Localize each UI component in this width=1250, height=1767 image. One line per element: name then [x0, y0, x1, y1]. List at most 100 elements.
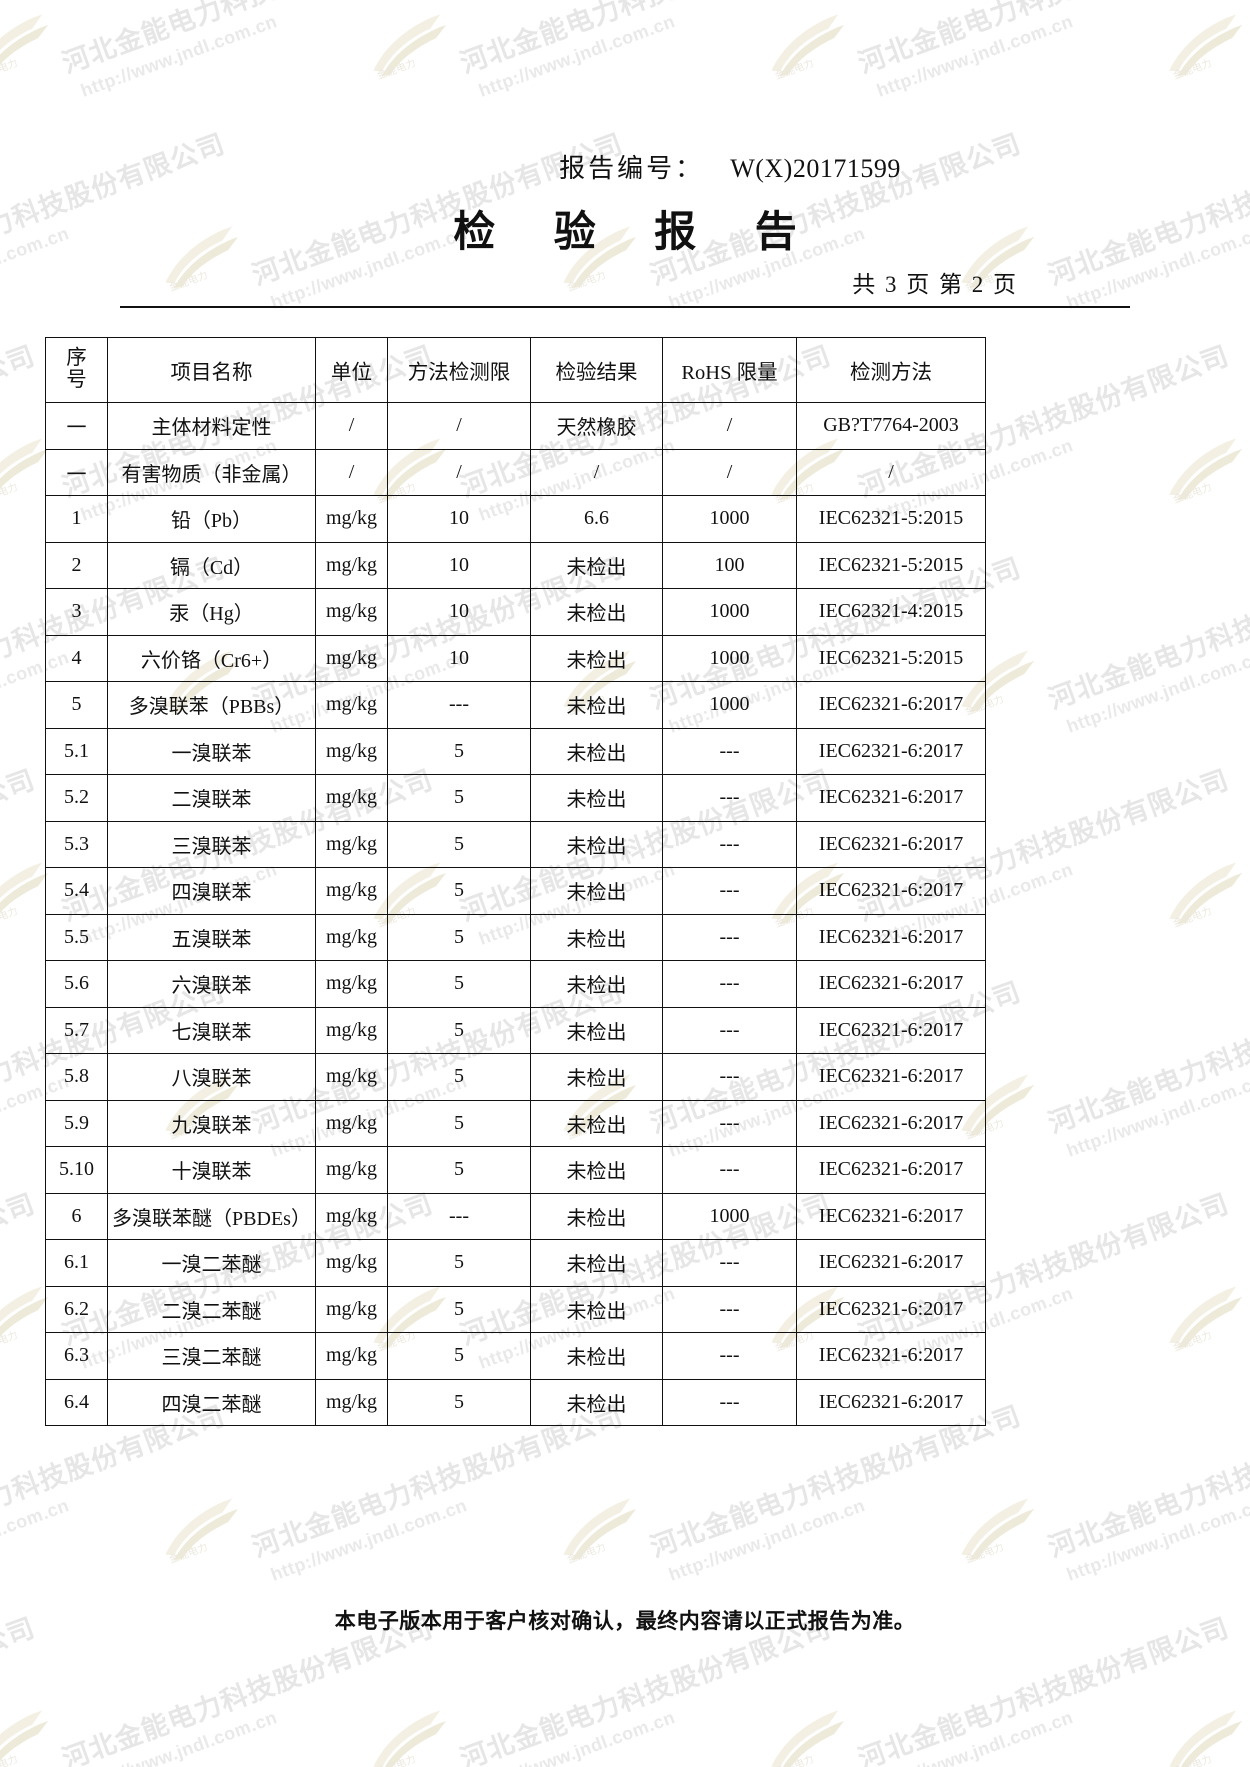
cell-unit: mg/kg	[315, 634, 388, 682]
table-row: 2 镉（Cd） mg/kg 10 未检出 100 IEC62321-5:2015	[45, 541, 986, 589]
report-number-value: W(X)20171599	[730, 154, 901, 183]
cell-result: 未检出	[530, 1006, 663, 1054]
cell-rohs: 1000	[662, 634, 797, 682]
cell-limit: 5	[387, 1099, 531, 1147]
cell-rohs: ---	[662, 1285, 797, 1333]
cell-item: 镉（Cd）	[107, 541, 316, 589]
cell-unit: /	[315, 448, 388, 496]
cell-limit: 5	[387, 1239, 531, 1287]
table-row: 6.1 一溴二苯醚 mg/kg 5 未检出 --- IEC62321-6:2017	[45, 1239, 986, 1287]
cell-limit: 5	[387, 960, 531, 1008]
cell-rohs: ---	[662, 960, 797, 1008]
cell-rohs: ---	[662, 1146, 797, 1194]
cell-method: IEC62321-6:2017	[796, 1099, 986, 1147]
cell-unit: mg/kg	[315, 1053, 388, 1101]
cell-rohs: ---	[662, 913, 797, 961]
table-row: 5.9 九溴联苯 mg/kg 5 未检出 --- IEC62321-6:2017	[45, 1099, 986, 1147]
cell-result: 未检出	[530, 774, 663, 822]
table-row: 5.7 七溴联苯 mg/kg 5 未检出 --- IEC62321-6:2017	[45, 1006, 986, 1054]
table-row: 6 多溴联苯醚（PBDEs） mg/kg --- 未检出 1000 IEC62321-6:2…	[45, 1192, 986, 1240]
cell-method: IEC62321-6:2017	[796, 1192, 986, 1240]
cell-item: 二溴联苯	[107, 774, 316, 822]
cell-method: IEC62321-6:2017	[796, 774, 986, 822]
table-row: 5.6 六溴联苯 mg/kg 5 未检出 --- IEC62321-6:2017	[45, 960, 986, 1008]
cell-item: 主体材料定性	[107, 402, 316, 450]
table-header-row: 序 号 项目名称 单位 方法检测限 检验结果 RoHS 限量 检测方法	[45, 337, 986, 403]
cell-unit: mg/kg	[315, 1146, 388, 1194]
cell-unit: mg/kg	[315, 1099, 388, 1147]
header-divider	[120, 306, 1130, 308]
cell-unit: mg/kg	[315, 820, 388, 868]
cell-limit: /	[387, 402, 531, 450]
table-row: 一主体材料定性 / / 天然橡胶 / GB?T7764-2003	[45, 402, 986, 450]
column-header-no-line1: 序	[66, 347, 87, 370]
cell-result: 未检出	[530, 1192, 663, 1240]
cell-no: 6.1	[45, 1239, 108, 1287]
cell-result: 未检出	[530, 681, 663, 729]
cell-rohs: /	[662, 448, 797, 496]
cell-no: 5.7	[45, 1006, 108, 1054]
cell-method: IEC62321-6:2017	[796, 1285, 986, 1333]
cell-result: 未检出	[530, 867, 663, 915]
cell-rohs: ---	[662, 1378, 797, 1426]
table-row: 一有害物质（非金属） / / / / /	[45, 448, 986, 496]
cell-unit: mg/kg	[315, 1006, 388, 1054]
cell-rohs: ---	[662, 1053, 797, 1101]
cell-unit: mg/kg	[315, 1239, 388, 1287]
cell-limit: 5	[387, 1053, 531, 1101]
table-row: 5.1 一溴联苯 mg/kg 5 未检出 --- IEC62321-6:2017	[45, 727, 986, 775]
page-title: 检 验 报 告	[453, 210, 821, 256]
table-row: 1 铅（Pb） mg/kg 10 6.6 1000 IEC62321-5:2015	[45, 495, 986, 543]
cell-result: 未检出	[530, 1378, 663, 1426]
cell-rohs: 1000	[662, 681, 797, 729]
cell-method: IEC62321-6:2017	[796, 820, 986, 868]
cell-result: 未检出	[530, 913, 663, 961]
cell-unit: mg/kg	[315, 1192, 388, 1240]
table-row: 5.5 五溴联苯 mg/kg 5 未检出 --- IEC62321-6:2017	[45, 913, 986, 961]
cell-rohs: 1000	[662, 588, 797, 636]
cell-item: 八溴联苯	[107, 1053, 316, 1101]
cell-result: 未检出	[530, 1053, 663, 1101]
cell-limit: 5	[387, 727, 531, 775]
table-body: 一主体材料定性 / / 天然橡胶 / GB?T7764-2003 一有害物质（非金属） / / /…	[45, 402, 986, 1426]
cell-limit: 5	[387, 1378, 531, 1426]
table-row: 6.4 四溴二苯醚 mg/kg 5 未检出 --- IEC62321-6:2017	[45, 1378, 986, 1426]
column-header-method: 检测方法	[796, 337, 986, 403]
cell-limit: 5	[387, 774, 531, 822]
cell-method: IEC62321-4:2015	[796, 588, 986, 636]
cell-item: 一溴二苯醚	[107, 1239, 316, 1287]
cell-method: IEC62321-6:2017	[796, 1053, 986, 1101]
table-row: 5.3 三溴联苯 mg/kg 5 未检出 --- IEC62321-6:2017	[45, 820, 986, 868]
cell-method: IEC62321-6:2017	[796, 913, 986, 961]
footer-note: 本电子版本用于客户核对确认，最终内容请以正式报告为准。	[334, 1609, 916, 1633]
cell-no: 5.10	[45, 1146, 108, 1194]
table-row: 5 多溴联苯（PBBs） mg/kg --- 未检出 1000 IEC62321-6:201…	[45, 681, 986, 729]
cell-no: 5	[45, 681, 108, 729]
cell-no: 5.3	[45, 820, 108, 868]
cell-limit: 10	[387, 634, 531, 682]
cell-item: 铅（Pb）	[107, 495, 316, 543]
cell-method: IEC62321-6:2017	[796, 727, 986, 775]
column-header-limit: 方法检测限	[387, 337, 531, 403]
cell-rohs: ---	[662, 867, 797, 915]
cell-method: IEC62321-6:2017	[796, 1006, 986, 1054]
cell-method: /	[796, 448, 986, 496]
cell-item: 四溴二苯醚	[107, 1378, 316, 1426]
cell-item: 多溴联苯醚（PBDEs）	[107, 1192, 316, 1240]
cell-rohs: ---	[662, 820, 797, 868]
cell-rohs: 1000	[662, 1192, 797, 1240]
cell-no: 5.8	[45, 1053, 108, 1101]
cell-item: 三溴二苯醚	[107, 1332, 316, 1380]
cell-no: 一	[45, 402, 108, 450]
cell-no: 6.2	[45, 1285, 108, 1333]
cell-method: IEC62321-5:2015	[796, 541, 986, 589]
cell-rohs: ---	[662, 1099, 797, 1147]
cell-no: 5.4	[45, 867, 108, 915]
cell-method: IEC62321-6:2017	[796, 1146, 986, 1194]
cell-limit: ---	[387, 1192, 531, 1240]
column-header-no-line2: 号	[66, 369, 87, 391]
table-row: 3 汞（Hg） mg/kg 10 未检出 1000 IEC62321-4:2015	[45, 588, 986, 636]
column-header-no: 序 号	[45, 337, 108, 403]
cell-unit: mg/kg	[315, 588, 388, 636]
